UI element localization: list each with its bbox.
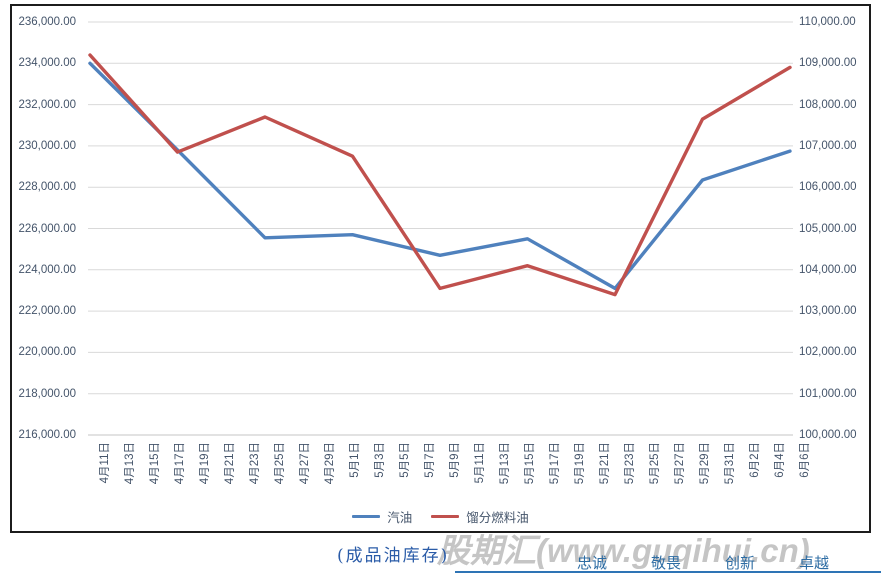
right-y-axis-tick-label: 109,000.00 — [799, 57, 857, 70]
x-axis-tick-label: 5月1日 — [349, 442, 361, 478]
x-axis-tick-label: 4月19日 — [199, 442, 211, 485]
right-y-axis-tick-label: 107,000.00 — [799, 139, 857, 152]
x-axis-tick-label: 4月17日 — [174, 442, 186, 485]
legend-label-gasoline: 汽油 — [387, 511, 413, 525]
x-axis-tick-label: 4月13日 — [124, 442, 136, 485]
x-axis-tick-label: 5月15日 — [524, 442, 536, 485]
legend-swatch-distillate — [431, 515, 460, 518]
x-axis-tick-label: 5月29日 — [699, 442, 711, 485]
bottom-divider-line — [455, 571, 881, 573]
right-y-axis-tick-label: 110,000.00 — [799, 16, 856, 28]
x-axis-tick-label: 5月31日 — [724, 442, 736, 485]
x-axis-tick-label: 4月29日 — [324, 442, 336, 485]
motto-word: 创新 — [725, 555, 756, 572]
x-axis-tick-label: 5月11日 — [474, 442, 486, 484]
left-y-axis-tick-label: 226,000.00 — [18, 222, 76, 235]
motto-word: 敬畏 — [651, 555, 682, 572]
x-axis-tick-label: 6月2日 — [749, 442, 761, 478]
right-y-axis-tick-label: 104,000.00 — [799, 263, 857, 276]
motto-word: 卓越 — [799, 555, 830, 572]
right-y-axis-tick-label: 103,000.00 — [799, 305, 857, 318]
left-y-axis-tick-label: 234,000.00 — [18, 57, 76, 70]
x-axis-tick-label: 4月25日 — [274, 442, 286, 485]
left-y-axis-tick-label: 220,000.00 — [18, 346, 76, 359]
x-axis-tick-label: 5月9日 — [449, 442, 461, 478]
left-y-axis-tick-label: 230,000.00 — [18, 139, 76, 152]
left-y-axis-tick-label: 232,000.00 — [18, 98, 76, 111]
left-y-axis-tick-label: 228,000.00 — [18, 181, 76, 194]
x-axis-tick-label: 5月17日 — [549, 442, 561, 485]
x-axis-tick-label: 4月15日 — [149, 442, 161, 485]
right-y-axis-tick-label: 108,000.00 — [799, 98, 857, 111]
left-y-axis-tick-label: 224,000.00 — [18, 263, 76, 276]
left-y-axis-tick-label: 222,000.00 — [18, 305, 76, 318]
left-y-axis-tick-label: 218,000.00 — [18, 387, 76, 400]
x-axis-tick-label: 4月23日 — [249, 442, 261, 485]
motto-word: 忠诚 — [577, 555, 608, 572]
legend: 汽油 馏分燃料油 — [88, 507, 793, 526]
x-axis-tick-label: 5月25日 — [649, 442, 661, 485]
x-axis-tick-label: 5月19日 — [574, 442, 586, 485]
x-axis-tick-label: 4月11日 — [99, 442, 111, 484]
x-axis-tick-label: 6月4日 — [774, 442, 786, 478]
x-axis-tick-label: 4月21日 — [224, 442, 236, 485]
chart-caption: (成品油库存) — [337, 546, 450, 566]
legend-swatch-gasoline — [352, 515, 381, 518]
legend-label-distillate: 馏分燃料油 — [466, 511, 529, 525]
x-axis-tick-label: 5月27日 — [674, 442, 686, 485]
x-axis-tick-label: 5月13日 — [499, 442, 511, 485]
left-y-axis-tick-label: 236,000.00 — [18, 16, 76, 28]
right-y-axis-tick-label: 101,000.00 — [799, 387, 857, 400]
chart-frame — [10, 4, 871, 533]
watermark: 股期汇(www.guqihui.cn) — [437, 532, 810, 569]
x-axis-tick-label: 5月23日 — [624, 442, 636, 485]
x-axis-tick-label: 5月21日 — [599, 442, 611, 485]
right-y-axis-tick-label: 100,000.00 — [799, 429, 857, 441]
right-y-axis-tick-label: 106,000.00 — [799, 181, 857, 194]
x-axis-tick-label: 5月7日 — [424, 442, 436, 478]
x-axis-tick-label: 5月5日 — [399, 442, 411, 478]
x-axis-tick-label: 6月6日 — [799, 442, 811, 478]
right-y-axis-tick-label: 105,000.00 — [799, 222, 857, 235]
x-axis-tick-label: 4月27日 — [299, 442, 311, 485]
motto: 忠诚 敬畏 创新 卓越 — [577, 552, 829, 573]
x-axis-tick-label: 5月3日 — [374, 442, 386, 478]
right-y-axis-tick-label: 102,000.00 — [799, 346, 857, 359]
left-y-axis-tick-label: 216,000.00 — [18, 429, 76, 441]
